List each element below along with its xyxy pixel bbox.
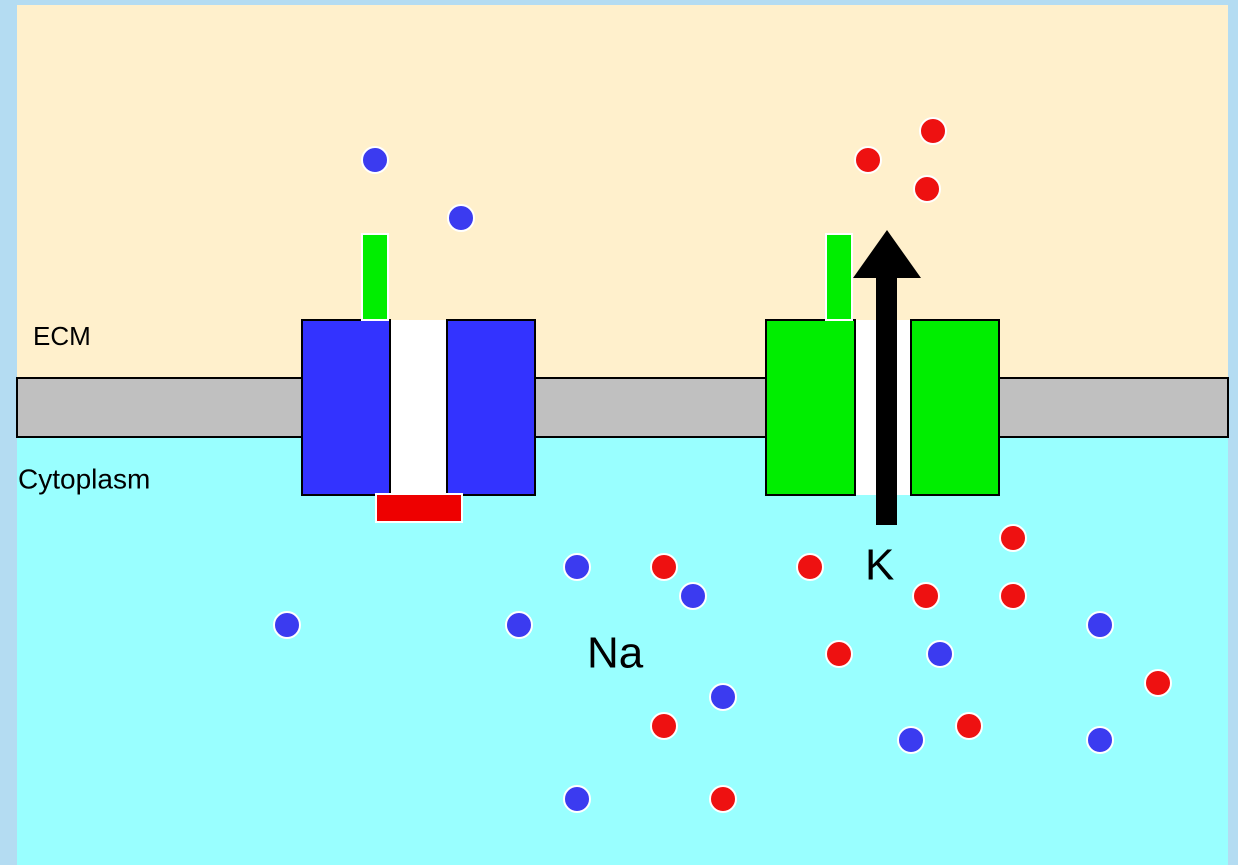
page: ECM Cytoplasm Na K (() => { const data =…	[0, 0, 1238, 865]
sodium-ion	[274, 612, 300, 638]
potassium-ion	[1000, 525, 1026, 551]
sodium-ion	[362, 147, 388, 173]
sodium-label: Na	[587, 629, 644, 678]
potassium-ion	[1000, 583, 1026, 609]
sodium-ion	[1087, 612, 1113, 638]
activation-gate	[362, 234, 388, 320]
membrane	[17, 378, 1228, 437]
channel-subunit	[911, 320, 999, 495]
potassium-ion	[826, 641, 852, 667]
ecm-region	[17, 5, 1228, 379]
ecm-label: ECM	[33, 321, 91, 351]
sodium-ion	[1087, 727, 1113, 753]
potassium-ion	[651, 554, 677, 580]
sodium-ion	[564, 554, 590, 580]
channel-subunit	[302, 320, 390, 495]
inactivation-gate	[376, 494, 462, 522]
sodium-ion	[506, 612, 532, 638]
cytoplasm-label: Cytoplasm	[18, 463, 150, 494]
potassium-ion	[956, 713, 982, 739]
activation-gate	[826, 234, 852, 320]
potassium-ion	[651, 713, 677, 739]
flux-arrow-shaft	[876, 275, 897, 525]
sodium-ion	[927, 641, 953, 667]
potassium-ion	[855, 147, 881, 173]
potassium-ion	[913, 583, 939, 609]
sodium-ion	[898, 727, 924, 753]
sodium-ion	[564, 786, 590, 812]
sodium-ion	[710, 684, 736, 710]
potassium-ion	[914, 176, 940, 202]
channel-pore	[390, 320, 447, 495]
sodium-ion	[448, 205, 474, 231]
potassium-ion	[797, 554, 823, 580]
sodium-ion	[680, 583, 706, 609]
potassium-ion	[710, 786, 736, 812]
channel-subunit	[766, 320, 855, 495]
simulation-view: ECM Cytoplasm Na K	[0, 0, 1238, 865]
potassium-ion	[920, 118, 946, 144]
channel-subunit	[447, 320, 535, 495]
potassium-ion	[1145, 670, 1171, 696]
potassium-label: K	[865, 541, 894, 590]
